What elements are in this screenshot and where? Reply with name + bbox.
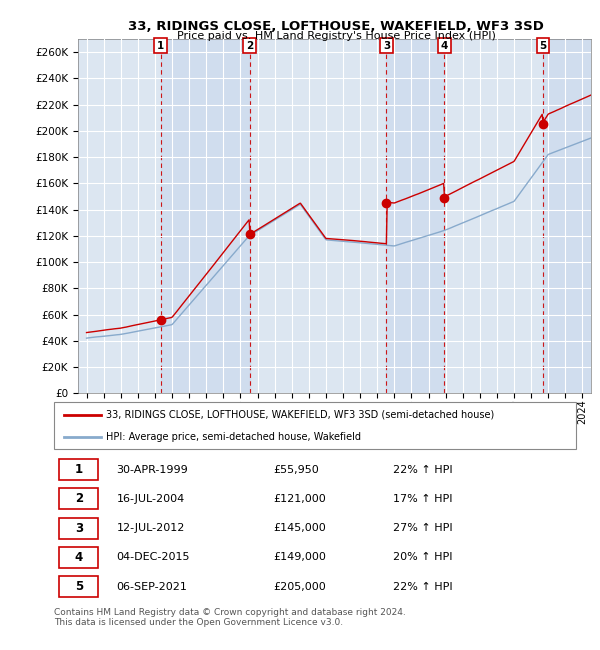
Text: 33, RIDINGS CLOSE, LOFTHOUSE, WAKEFIELD, WF3 3SD (semi-detached house): 33, RIDINGS CLOSE, LOFTHOUSE, WAKEFIELD,… — [106, 410, 494, 420]
Text: 17% ↑ HPI: 17% ↑ HPI — [394, 494, 453, 504]
Text: 5: 5 — [74, 580, 83, 593]
Text: HPI: Average price, semi-detached house, Wakefield: HPI: Average price, semi-detached house,… — [106, 432, 361, 442]
Text: 1: 1 — [157, 41, 164, 51]
Text: £149,000: £149,000 — [273, 552, 326, 562]
Text: Contains HM Land Registry data © Crown copyright and database right 2024.
This d: Contains HM Land Registry data © Crown c… — [54, 608, 406, 627]
Text: £55,950: £55,950 — [273, 465, 319, 474]
Text: 3: 3 — [75, 521, 83, 534]
Text: 33, RIDINGS CLOSE, LOFTHOUSE, WAKEFIELD, WF3 3SD: 33, RIDINGS CLOSE, LOFTHOUSE, WAKEFIELD,… — [128, 20, 544, 32]
Text: £121,000: £121,000 — [273, 494, 326, 504]
Bar — [59, 576, 98, 597]
Bar — [386, 39, 444, 393]
Text: 16-JUL-2004: 16-JUL-2004 — [116, 494, 185, 504]
Text: 06-SEP-2021: 06-SEP-2021 — [116, 582, 188, 592]
Text: 20% ↑ HPI: 20% ↑ HPI — [394, 552, 453, 562]
Bar — [59, 517, 98, 539]
Text: 22% ↑ HPI: 22% ↑ HPI — [394, 465, 453, 474]
Bar — [59, 459, 98, 480]
Text: 2: 2 — [246, 41, 253, 51]
Text: 4: 4 — [74, 551, 83, 564]
Text: 3: 3 — [383, 41, 390, 51]
Text: 4: 4 — [440, 41, 448, 51]
Text: 27% ↑ HPI: 27% ↑ HPI — [394, 523, 453, 533]
Text: £145,000: £145,000 — [273, 523, 326, 533]
Text: Price paid vs. HM Land Registry's House Price Index (HPI): Price paid vs. HM Land Registry's House … — [176, 31, 496, 40]
Bar — [59, 488, 98, 510]
Bar — [59, 547, 98, 568]
Text: 1: 1 — [75, 463, 83, 476]
Text: 5: 5 — [539, 41, 547, 51]
Text: 30-APR-1999: 30-APR-1999 — [116, 465, 188, 474]
Text: 04-DEC-2015: 04-DEC-2015 — [116, 552, 190, 562]
Bar — [161, 39, 250, 393]
Text: 2: 2 — [75, 493, 83, 506]
Text: 12-JUL-2012: 12-JUL-2012 — [116, 523, 185, 533]
Bar — [543, 39, 591, 393]
Text: 22% ↑ HPI: 22% ↑ HPI — [394, 582, 453, 592]
Text: £205,000: £205,000 — [273, 582, 326, 592]
